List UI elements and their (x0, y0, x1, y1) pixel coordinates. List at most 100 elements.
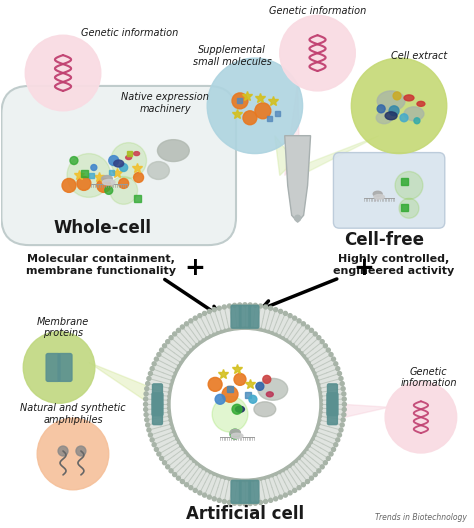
Circle shape (180, 361, 183, 365)
Circle shape (319, 398, 322, 402)
Circle shape (178, 364, 182, 369)
Circle shape (234, 373, 246, 385)
Circle shape (37, 418, 109, 490)
Circle shape (317, 418, 321, 422)
Text: Supplemental
small molecules: Supplemental small molecules (192, 45, 272, 67)
Circle shape (247, 478, 251, 482)
Circle shape (212, 472, 216, 475)
FancyBboxPatch shape (239, 305, 250, 328)
Circle shape (227, 328, 231, 332)
Circle shape (235, 327, 239, 331)
Circle shape (163, 461, 166, 465)
Polygon shape (337, 404, 389, 419)
Circle shape (291, 461, 294, 465)
Ellipse shape (157, 140, 189, 162)
Ellipse shape (377, 91, 405, 111)
Polygon shape (89, 363, 155, 404)
Circle shape (313, 332, 317, 336)
Text: Artificial cell: Artificial cell (186, 505, 304, 523)
Circle shape (306, 325, 310, 329)
Circle shape (195, 344, 200, 347)
Circle shape (297, 486, 301, 489)
Circle shape (288, 314, 292, 318)
Circle shape (293, 346, 298, 350)
Circle shape (273, 333, 278, 337)
Circle shape (247, 327, 251, 331)
Circle shape (145, 418, 149, 422)
Circle shape (263, 475, 266, 479)
Circle shape (318, 394, 322, 398)
Text: Genetic information: Genetic information (269, 6, 366, 16)
Ellipse shape (376, 112, 392, 124)
Circle shape (259, 476, 263, 480)
Circle shape (342, 408, 346, 411)
Circle shape (309, 440, 312, 444)
FancyBboxPatch shape (58, 354, 72, 381)
Circle shape (25, 35, 101, 111)
Polygon shape (295, 136, 379, 178)
Circle shape (199, 464, 202, 467)
Circle shape (342, 413, 346, 417)
FancyBboxPatch shape (327, 393, 338, 416)
Circle shape (342, 402, 346, 406)
Circle shape (299, 453, 303, 457)
Circle shape (212, 397, 248, 432)
Polygon shape (285, 136, 310, 222)
Circle shape (310, 437, 314, 440)
Circle shape (310, 328, 313, 332)
Circle shape (283, 312, 287, 315)
Circle shape (205, 337, 209, 341)
Circle shape (180, 444, 183, 447)
Circle shape (120, 164, 128, 172)
Circle shape (216, 473, 220, 477)
Circle shape (270, 332, 274, 336)
Ellipse shape (126, 156, 132, 159)
Circle shape (287, 464, 292, 467)
Bar (227, 386, 233, 392)
Bar (401, 178, 408, 185)
Circle shape (238, 303, 242, 307)
Circle shape (187, 453, 191, 457)
Bar (401, 204, 408, 211)
Circle shape (288, 491, 292, 495)
Circle shape (326, 348, 330, 352)
Circle shape (389, 106, 399, 116)
Circle shape (312, 433, 316, 437)
Circle shape (248, 303, 252, 307)
Circle shape (178, 440, 182, 444)
Circle shape (155, 447, 158, 451)
Circle shape (109, 156, 118, 165)
Circle shape (259, 328, 263, 332)
Circle shape (157, 353, 161, 356)
Circle shape (256, 382, 264, 390)
Circle shape (331, 447, 336, 451)
Circle shape (146, 305, 345, 504)
Circle shape (91, 165, 97, 171)
Circle shape (339, 428, 343, 432)
Circle shape (243, 502, 247, 506)
Circle shape (207, 495, 211, 499)
Circle shape (62, 178, 76, 192)
Circle shape (277, 335, 281, 339)
Ellipse shape (374, 195, 384, 199)
Circle shape (296, 456, 301, 460)
Circle shape (202, 493, 207, 497)
Circle shape (176, 476, 181, 480)
Ellipse shape (102, 180, 115, 185)
Circle shape (318, 414, 321, 418)
Circle shape (254, 501, 257, 505)
Circle shape (182, 358, 186, 362)
Circle shape (255, 477, 259, 481)
Circle shape (279, 495, 283, 499)
Circle shape (217, 498, 221, 502)
Circle shape (342, 392, 346, 396)
Text: Cell-free: Cell-free (344, 231, 424, 249)
Circle shape (202, 339, 206, 343)
Circle shape (341, 418, 345, 422)
FancyBboxPatch shape (1, 86, 236, 245)
Circle shape (232, 93, 248, 109)
Circle shape (297, 319, 301, 323)
Circle shape (76, 446, 86, 456)
Circle shape (144, 392, 148, 396)
Circle shape (148, 433, 153, 437)
